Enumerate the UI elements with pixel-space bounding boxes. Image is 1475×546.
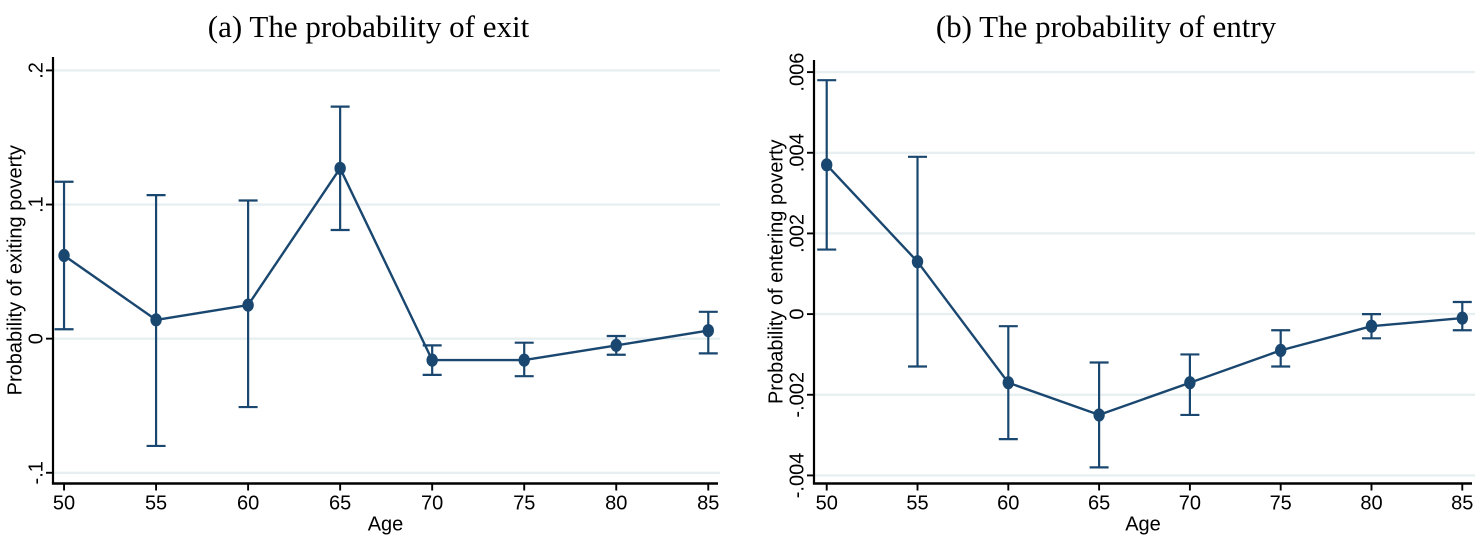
data-point-marker: [1274, 343, 1287, 357]
data-point-marker: [426, 353, 438, 367]
exit-probability-chart: .2 .1 0 -.1 50 55 60 65 70 75 80 85 Age Probability o…: [4, 9, 720, 536]
x-tick-label: 80: [1360, 493, 1382, 515]
y-axis-title: Probability of entering poverty: [765, 139, 787, 404]
y-tick-label: -.004: [786, 453, 808, 499]
y-tick-label: .1: [25, 196, 47, 213]
chart-title: (b) The probability of entry: [936, 9, 1277, 44]
data-point-marker: [150, 313, 162, 327]
data-point-marker: [821, 158, 833, 172]
data-point-marker: [242, 298, 254, 312]
x-tick-label: 65: [1088, 493, 1110, 515]
entry-probability-chart: .006 .004 .002 0 -.002 -.004 50 55 60 65 70 75 80 85 A…: [765, 9, 1475, 536]
x-tick-label: 75: [1270, 493, 1292, 515]
x-tick-label: 85: [697, 493, 719, 515]
data-point-marker: [1093, 408, 1105, 422]
x-tick-label: 60: [997, 493, 1019, 515]
x-axis-title: Age: [368, 514, 404, 536]
data-point-marker: [1456, 311, 1468, 325]
x-tick-label: 75: [513, 493, 535, 515]
data-point-marker: [334, 161, 346, 175]
x-tick-label: 70: [421, 493, 443, 515]
x-axis-title: Age: [1125, 514, 1161, 536]
y-tick-label: -.002: [786, 372, 808, 418]
x-tick-label: 85: [1451, 493, 1473, 515]
y-tick-label: .2: [25, 62, 47, 79]
entry-probability-panel: .006 .004 .002 0 -.002 -.004 50 55 60 65 70 75 80 85 A…: [737, 0, 1475, 546]
estimate-line: [825, 164, 1463, 417]
y-axis-title: Probability of exiting poverty: [4, 145, 26, 395]
x-tick-label: 50: [53, 493, 75, 515]
y-tick-label: .002: [786, 214, 808, 253]
data-point-marker: [610, 338, 622, 352]
y-tick-label: 0: [786, 309, 808, 320]
x-tick-label: 70: [1179, 493, 1201, 515]
data-point-marker: [518, 353, 530, 367]
data-point-marker: [1002, 376, 1015, 390]
x-tick-label: 50: [816, 493, 838, 515]
y-tick-label: 0: [25, 333, 47, 344]
data-point-marker: [1365, 319, 1378, 333]
data-point-marker: [911, 255, 924, 269]
x-tick-label: 55: [145, 493, 167, 515]
y-tick-label: -.1: [25, 461, 47, 484]
data-point-marker: [58, 248, 70, 263]
chart-title: (a) The probability of exit: [208, 9, 530, 44]
exit-probability-panel: .2 .1 0 -.1 50 55 60 65 70 75 80 85 Age Probability o…: [0, 0, 737, 546]
x-tick-label: 65: [329, 493, 351, 515]
y-tick-label: .004: [786, 133, 808, 172]
x-tick-label: 55: [906, 493, 928, 515]
estimate-line: [63, 167, 709, 362]
data-point-marker: [702, 324, 714, 338]
data-point-marker: [1184, 376, 1196, 390]
y-tick-label: .006: [786, 53, 808, 92]
x-tick-label: 80: [605, 493, 627, 515]
x-tick-label: 60: [237, 493, 259, 515]
